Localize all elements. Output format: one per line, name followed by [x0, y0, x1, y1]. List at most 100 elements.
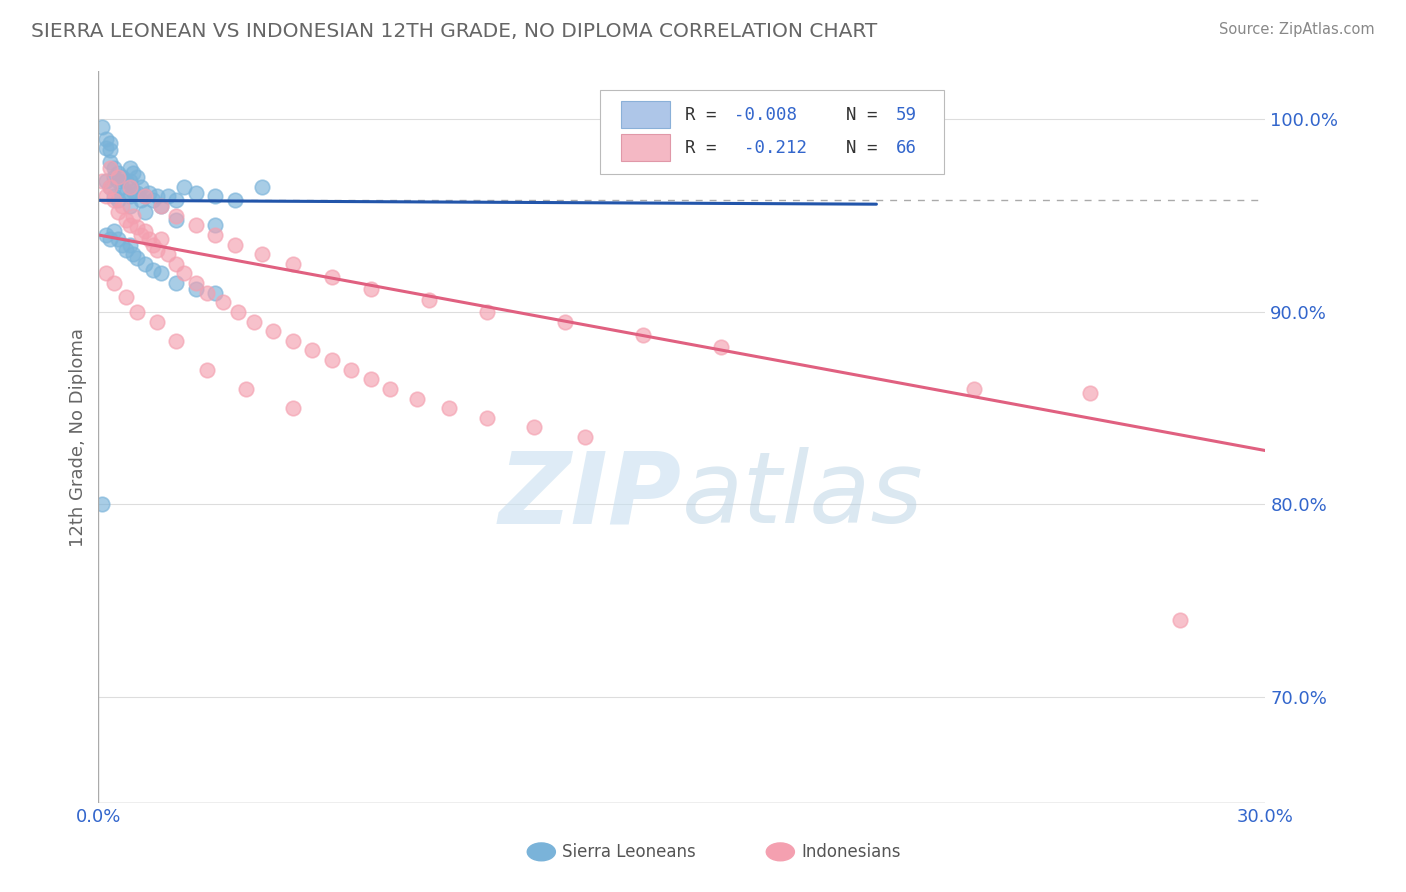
Point: [406, 392, 429, 406]
Point: [134, 205, 156, 219]
Point: [184, 186, 207, 200]
Point: [96, 141, 118, 155]
Point: [118, 199, 141, 213]
Point: [127, 305, 149, 319]
Point: [134, 257, 156, 271]
Point: [146, 189, 169, 203]
Text: Source: ZipAtlas.com: Source: ZipAtlas.com: [1219, 22, 1375, 37]
Point: [962, 382, 984, 396]
Point: [118, 189, 141, 203]
Point: [91, 498, 114, 512]
Point: [122, 209, 145, 223]
Point: [96, 189, 118, 203]
Point: [91, 174, 114, 188]
Point: [111, 237, 134, 252]
Point: [114, 289, 136, 303]
Point: [165, 257, 187, 271]
Point: [574, 430, 596, 444]
Point: [173, 267, 195, 281]
Text: N =: N =: [846, 105, 889, 123]
Point: [107, 166, 129, 180]
Point: [281, 401, 304, 416]
Point: [118, 219, 141, 233]
Point: [360, 372, 382, 386]
Point: [114, 174, 136, 188]
Point: [149, 199, 172, 213]
Text: Indonesians: Indonesians: [801, 843, 901, 861]
Point: [165, 276, 187, 290]
Point: [127, 251, 149, 265]
Point: [98, 232, 121, 246]
Point: [103, 194, 125, 208]
Point: [142, 237, 165, 252]
Point: [1168, 613, 1191, 627]
FancyBboxPatch shape: [600, 90, 945, 174]
Point: [114, 244, 136, 258]
Point: [142, 262, 165, 277]
Text: ZIP: ZIP: [499, 447, 682, 544]
Point: [149, 267, 172, 281]
Point: [96, 174, 118, 188]
Point: [250, 179, 273, 194]
Point: [204, 227, 226, 242]
Text: 66: 66: [896, 139, 917, 157]
Point: [250, 247, 273, 261]
Point: [1080, 385, 1102, 400]
Point: [129, 179, 152, 194]
Point: [96, 227, 118, 242]
Text: N =: N =: [846, 139, 889, 157]
Point: [477, 410, 499, 425]
Point: [98, 161, 121, 175]
Point: [122, 247, 145, 261]
Point: [235, 382, 257, 396]
Point: [184, 282, 207, 296]
Text: -0.008: -0.008: [734, 105, 797, 123]
Point: [437, 401, 460, 416]
Point: [340, 362, 363, 376]
Point: [107, 205, 129, 219]
Point: [129, 227, 152, 242]
Point: [243, 315, 266, 329]
Point: [380, 382, 402, 396]
Text: R =: R =: [685, 105, 727, 123]
Point: [91, 120, 114, 135]
Point: [107, 194, 129, 208]
Text: SIERRA LEONEAN VS INDONESIAN 12TH GRADE, NO DIPLOMA CORRELATION CHART: SIERRA LEONEAN VS INDONESIAN 12TH GRADE,…: [31, 22, 877, 41]
Point: [118, 179, 141, 194]
Point: [321, 270, 343, 285]
Point: [103, 224, 125, 238]
Point: [710, 340, 733, 354]
Point: [477, 305, 499, 319]
Point: [224, 237, 246, 252]
Point: [98, 154, 121, 169]
Point: [360, 282, 382, 296]
Point: [157, 189, 180, 203]
Point: [114, 186, 136, 200]
Point: [418, 293, 440, 308]
Point: [114, 212, 136, 227]
FancyBboxPatch shape: [621, 101, 671, 128]
Point: [138, 186, 160, 200]
Point: [301, 343, 323, 358]
Point: [129, 194, 152, 208]
Text: R =: R =: [685, 139, 738, 157]
Point: [134, 189, 156, 203]
Text: Sierra Leoneans: Sierra Leoneans: [562, 843, 696, 861]
Point: [212, 295, 235, 310]
Point: [98, 136, 121, 150]
Point: [96, 132, 118, 146]
Point: [96, 267, 118, 281]
Point: [165, 334, 187, 348]
Point: [134, 224, 156, 238]
Point: [103, 276, 125, 290]
Point: [98, 179, 121, 194]
Point: [103, 161, 125, 175]
Point: [173, 179, 195, 194]
Point: [134, 189, 156, 203]
Text: 59: 59: [896, 105, 917, 123]
Point: [142, 194, 165, 208]
Point: [127, 170, 149, 185]
Point: [118, 161, 141, 175]
Point: [122, 166, 145, 180]
Point: [122, 184, 145, 198]
